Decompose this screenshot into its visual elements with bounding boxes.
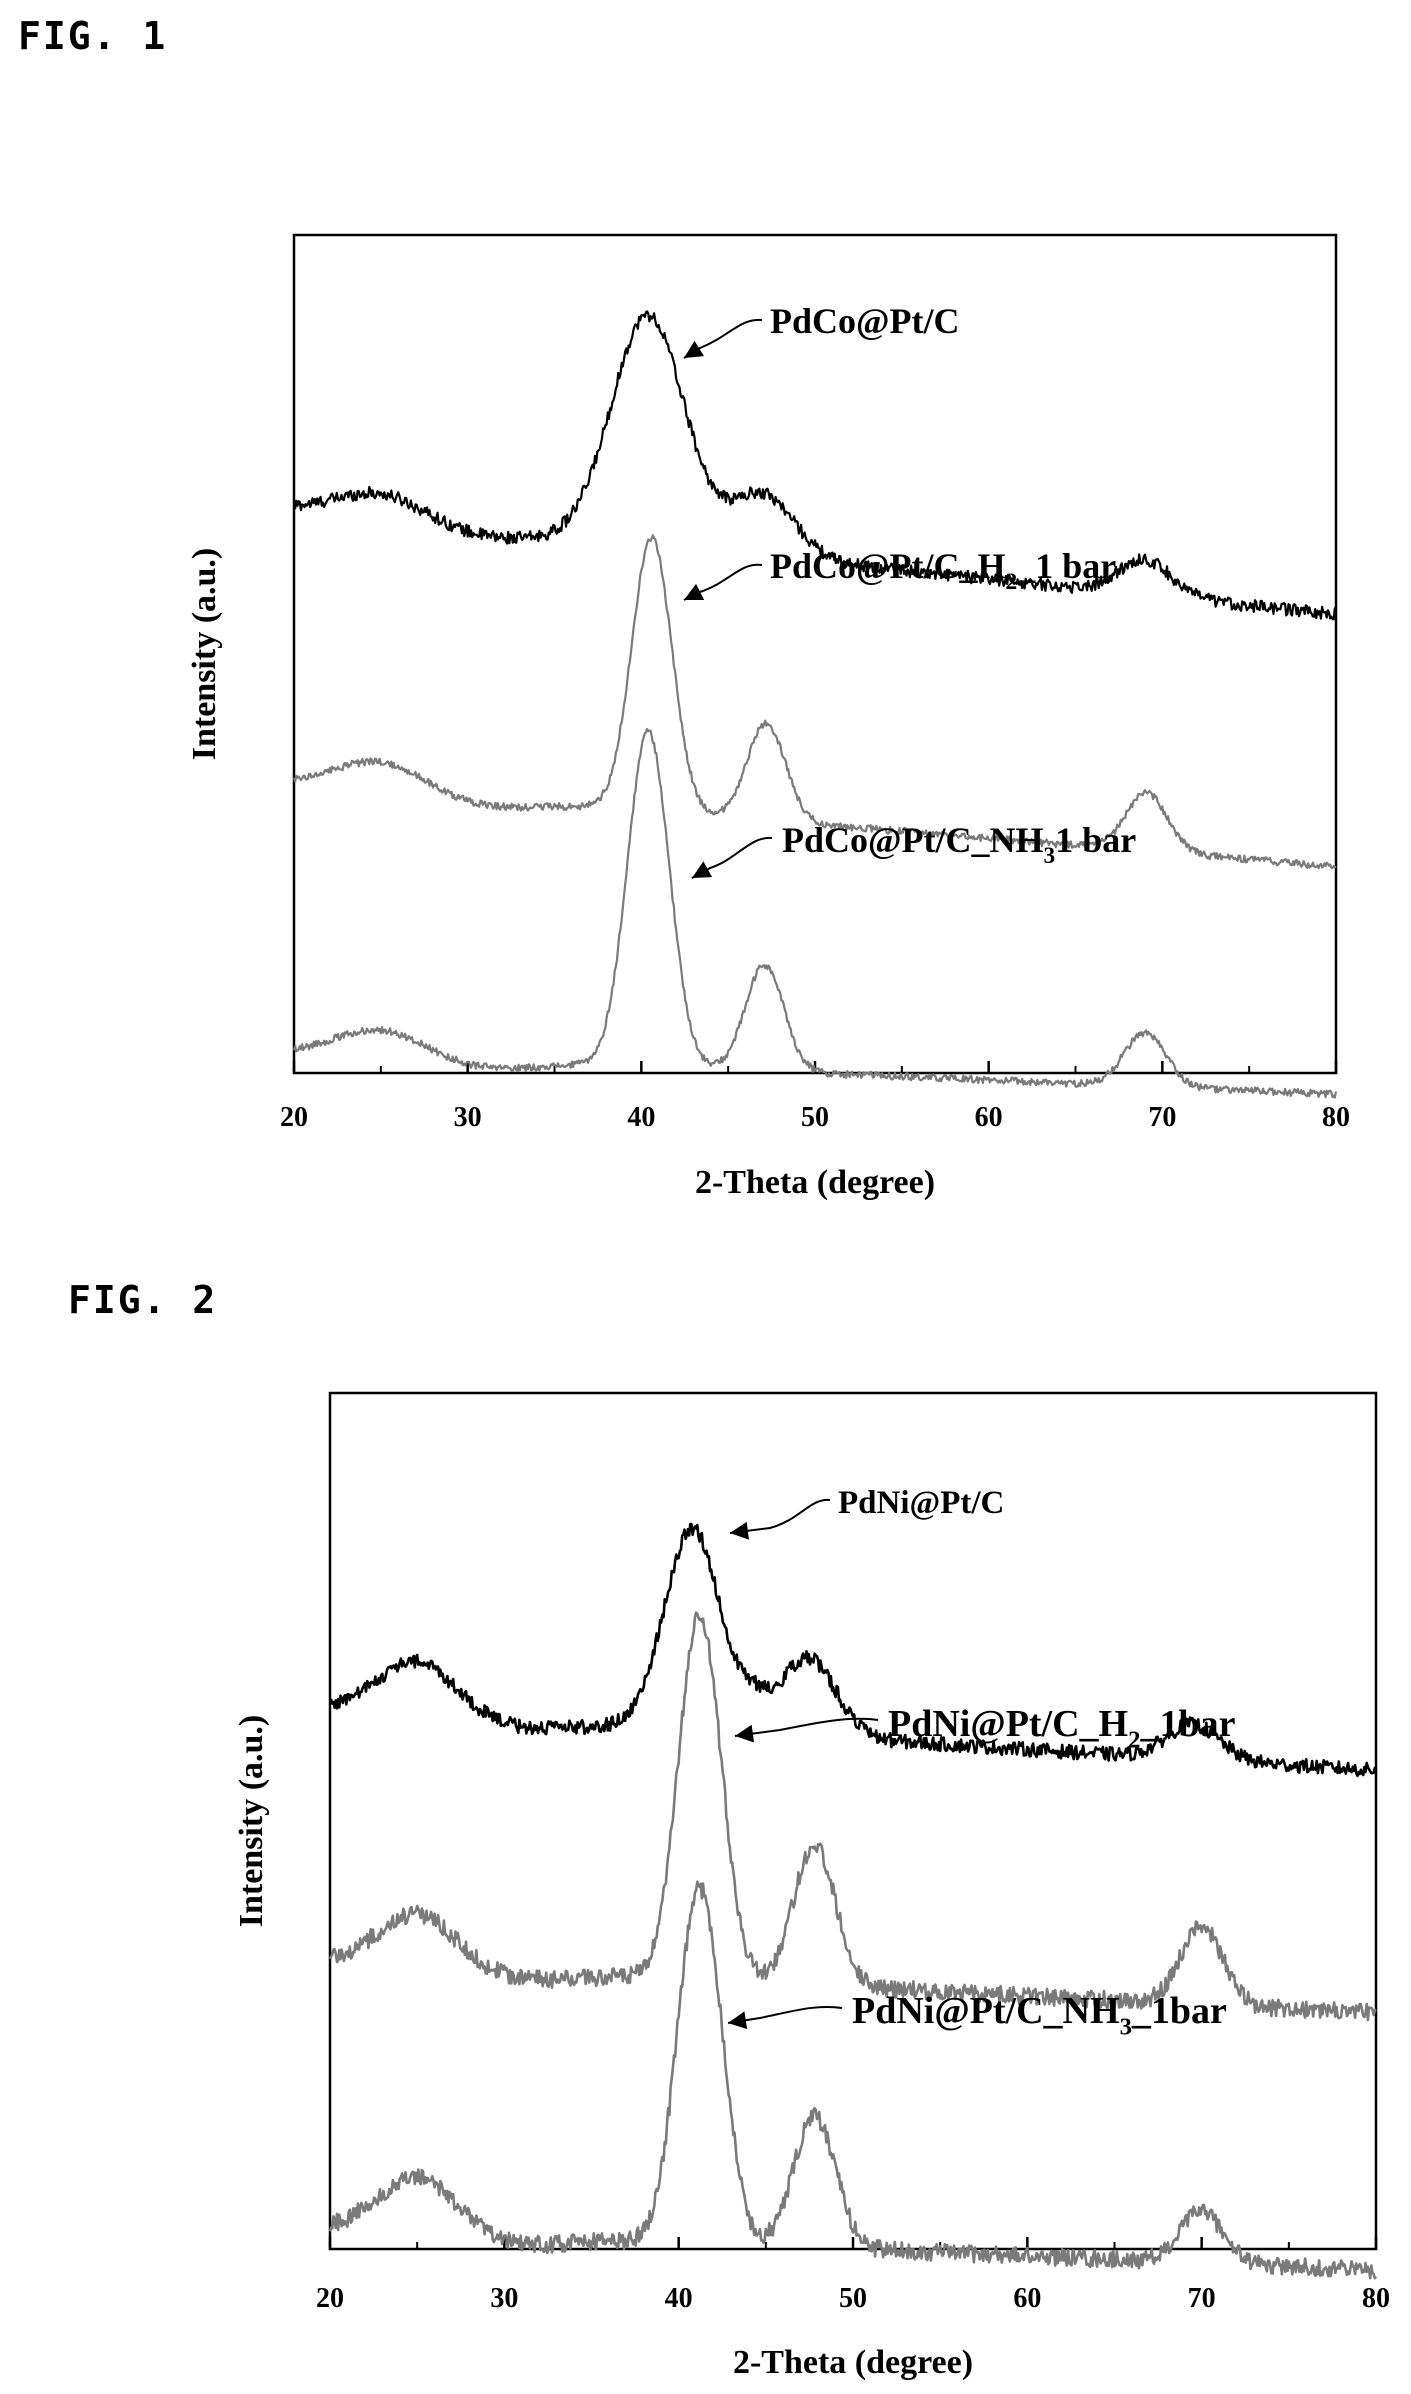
fig1-xtick-label: 30 bbox=[454, 1102, 482, 1133]
fig2-xtick-label: 80 bbox=[1362, 2283, 1390, 2314]
fig2-annotation-arrow-1 bbox=[729, 1498, 831, 1534]
fig2-arrowhead-3 bbox=[728, 2011, 748, 2030]
fig2-annotation-label-1: PdNi@Pt/C bbox=[838, 1485, 1004, 1521]
fig1-annotation-arrow-3 bbox=[691, 836, 773, 879]
fig1-annotation-label-1: PdCo@Pt/C bbox=[770, 301, 959, 341]
fig1-xtick-label: 50 bbox=[801, 1102, 829, 1133]
fig2-xtick-label: 20 bbox=[316, 2283, 344, 2314]
fig1-annotation-label-2: PdCo@Pt/C_H2_1 bar bbox=[770, 546, 1116, 595]
fig2-series-line-2 bbox=[328, 1611, 1377, 2022]
fig2-xtick-label: 30 bbox=[490, 2283, 518, 2314]
fig2-annotation-arrow-3 bbox=[727, 2005, 843, 2024]
fig1-x-axis-label: 2-Theta (degree) bbox=[695, 1164, 935, 1201]
fig1-series-line-3 bbox=[292, 728, 1338, 1099]
fig2-xtick-label: 40 bbox=[665, 2283, 693, 2314]
fig2-series-line-3 bbox=[328, 1880, 1378, 2280]
fig2-xtick-label: 70 bbox=[1188, 2283, 1216, 2314]
fig2-annotation-label-3: PdNi@Pt/C_NH3_1bar bbox=[852, 1990, 1227, 2040]
fig2-annotation-arrow-2 bbox=[734, 1717, 879, 1737]
fig1-xtick-label: 20 bbox=[280, 1102, 308, 1133]
fig1-xtick-label: 70 bbox=[1148, 1102, 1176, 1133]
fig2-arrowhead-1 bbox=[730, 1521, 749, 1540]
figure-2-label: FIG. 2 bbox=[68, 1278, 218, 1322]
fig1-xtick-label: 60 bbox=[975, 1102, 1003, 1133]
xrd-chart-fig1: 20 30 40 50 60 70 80 2-Theta (degree) Intensity … bbox=[186, 233, 1350, 1201]
fig1-arrowhead-3 bbox=[692, 861, 713, 878]
fig1-xtick-label: 80 bbox=[1322, 1102, 1350, 1133]
fig1-series-line-1 bbox=[292, 310, 1338, 621]
fig1-series-line-2 bbox=[292, 534, 1337, 870]
fig1-annotation-arrow-1 bbox=[683, 318, 763, 359]
fig2-series-line-1 bbox=[329, 1522, 1378, 1778]
fig1-arrowhead-1 bbox=[684, 340, 705, 358]
fig2-xtick-label: 50 bbox=[839, 2283, 867, 2314]
fig2-xtick-label: 60 bbox=[1013, 2283, 1041, 2314]
fig2-y-axis-label: Intensity (a.u.) bbox=[233, 1715, 270, 1928]
fig2-x-axis-label: 2-Theta (degree) bbox=[733, 2344, 973, 2381]
fig1-y-axis-label: Intensity (a.u.) bbox=[186, 548, 223, 761]
fig2-plot-frame bbox=[328, 1391, 1378, 2251]
fig1-arrowhead-2 bbox=[684, 583, 705, 600]
figure-1-label: FIG. 1 bbox=[18, 14, 168, 58]
fig2-arrowhead-2 bbox=[735, 1724, 755, 1743]
fig2-annotation-label-2: PdNi@Pt/C_H2_1bar bbox=[888, 1703, 1236, 1753]
fig1-xtick-label: 40 bbox=[627, 1102, 655, 1133]
fig1-annotation-label-3: PdCo@Pt/C_NH31 bar bbox=[782, 820, 1136, 869]
